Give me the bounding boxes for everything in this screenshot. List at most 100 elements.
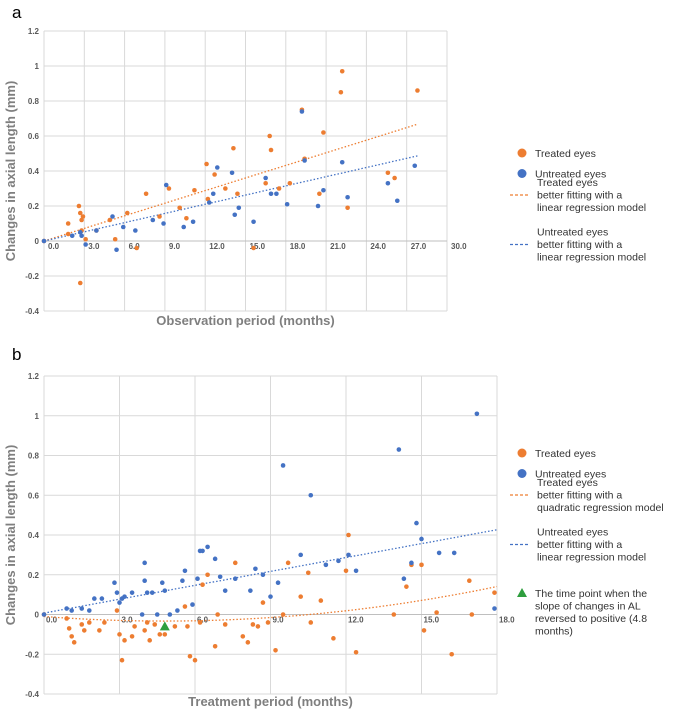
data-point-untreated — [401, 576, 407, 582]
data-point-untreated — [200, 548, 205, 554]
data-point-untreated — [212, 556, 218, 562]
data-point-untreated — [190, 602, 195, 607]
data-point-treated — [318, 598, 324, 603]
x-tick-label: 15.0 — [424, 616, 440, 625]
y-tick-label: 1 — [35, 62, 40, 71]
data-point-treated — [260, 600, 266, 605]
trendline-untreated — [43, 155, 418, 242]
legend-label: linear regression model — [537, 202, 646, 214]
data-point-treated — [71, 640, 77, 645]
y-tick-label: 0.6 — [28, 491, 40, 500]
y-tick-label: 0.8 — [28, 452, 40, 461]
data-point-untreated — [302, 158, 307, 163]
data-point-untreated — [346, 552, 351, 558]
data-point-treated — [66, 626, 72, 631]
data-point-treated — [187, 653, 193, 659]
data-point-treated — [182, 604, 188, 609]
y-tick-label: 0.2 — [28, 571, 40, 580]
data-point-untreated — [163, 182, 169, 188]
x-tick-label: 3.0 — [88, 242, 100, 251]
data-point-treated — [223, 186, 228, 191]
data-point-untreated — [436, 550, 442, 556]
data-point-treated — [77, 280, 83, 286]
data-point-untreated — [474, 411, 480, 417]
data-point-untreated — [229, 170, 235, 176]
legend-dot — [517, 469, 527, 478]
data-point-untreated — [251, 219, 256, 225]
data-point-treated — [250, 622, 256, 627]
data-point-treated — [204, 161, 209, 167]
data-point-treated — [212, 644, 218, 649]
data-point-treated — [280, 612, 286, 617]
data-point-treated — [317, 191, 322, 197]
trendline-treated — [43, 585, 498, 622]
data-point-treated — [83, 236, 88, 242]
data-point-untreated — [299, 109, 305, 114]
data-point-treated — [346, 532, 351, 538]
data-point-untreated — [92, 596, 97, 601]
legend-label: better fitting with a — [537, 239, 622, 251]
data-point-treated — [385, 170, 391, 176]
data-point-untreated — [315, 203, 321, 209]
y-tick-label: 0.6 — [28, 132, 40, 141]
data-point-untreated — [263, 175, 268, 181]
legend-dot — [517, 169, 527, 178]
data-point-untreated — [214, 165, 220, 170]
data-point-untreated — [210, 191, 216, 197]
data-point-untreated — [180, 578, 185, 584]
data-point-treated — [240, 634, 246, 639]
data-point-treated — [492, 590, 497, 595]
y-tick-label: 0 — [35, 611, 40, 620]
data-point-treated — [162, 632, 168, 637]
data-point-untreated — [122, 594, 127, 599]
data-point-treated — [215, 612, 220, 617]
legend-dot — [517, 148, 527, 158]
data-point-treated — [267, 133, 272, 139]
data-point-treated — [185, 624, 190, 629]
data-point-untreated — [159, 580, 165, 585]
data-point-untreated — [133, 228, 138, 233]
data-point-untreated — [77, 229, 83, 235]
data-point-treated — [285, 560, 291, 566]
legend-label: Untreated eyes — [537, 227, 608, 239]
data-point-treated — [205, 196, 211, 202]
data-point-treated — [192, 657, 198, 663]
legend-label: The time point when the — [535, 588, 647, 600]
data-point-treated — [343, 568, 349, 574]
data-point-untreated — [205, 544, 210, 550]
x-tick-label: 0.0 — [46, 616, 58, 625]
data-point-untreated — [409, 560, 414, 566]
x-tick-label: 9.0 — [169, 242, 181, 251]
data-point-untreated — [321, 187, 326, 193]
data-point-untreated — [142, 560, 147, 566]
data-point-untreated — [268, 594, 273, 599]
data-point-untreated — [110, 214, 115, 219]
data-point-untreated — [248, 588, 253, 593]
chart-panel-a: 0.0 3.0 6.0 9.0 12.0 15.0 18.0 21.0 24.0 27.0 30.0… — [3, 27, 646, 328]
data-point-untreated — [336, 558, 341, 564]
data-point-treated — [232, 560, 238, 566]
y-tick-label: 0.4 — [28, 167, 40, 176]
data-point-untreated — [144, 590, 150, 595]
data-point-treated — [102, 620, 107, 625]
data-point-untreated — [339, 159, 345, 165]
data-point-untreated — [353, 568, 359, 574]
y-tick-label: 1 — [35, 412, 40, 421]
data-point-untreated — [260, 572, 266, 578]
legend-label: quadratic regression model — [537, 502, 664, 514]
x-tick-label: 12.0 — [348, 616, 364, 625]
chart-panel-b: 0.0 3.0 6.0 9.0 12.0 15.0 18.0-0.4-0.200.20.40… — [3, 372, 664, 709]
data-point-treated — [338, 89, 344, 95]
data-point-untreated — [345, 194, 350, 200]
data-point-treated — [235, 191, 240, 197]
y-tick-label: 1.2 — [28, 372, 40, 381]
data-point-treated — [212, 172, 217, 177]
data-point-untreated — [142, 578, 147, 584]
data-point-untreated — [232, 576, 238, 582]
data-point-treated — [331, 636, 336, 641]
data-point-treated — [119, 657, 125, 663]
data-point-treated — [117, 632, 122, 637]
data-point-treated — [273, 647, 278, 653]
legend-label: Treated eyes — [535, 148, 596, 160]
